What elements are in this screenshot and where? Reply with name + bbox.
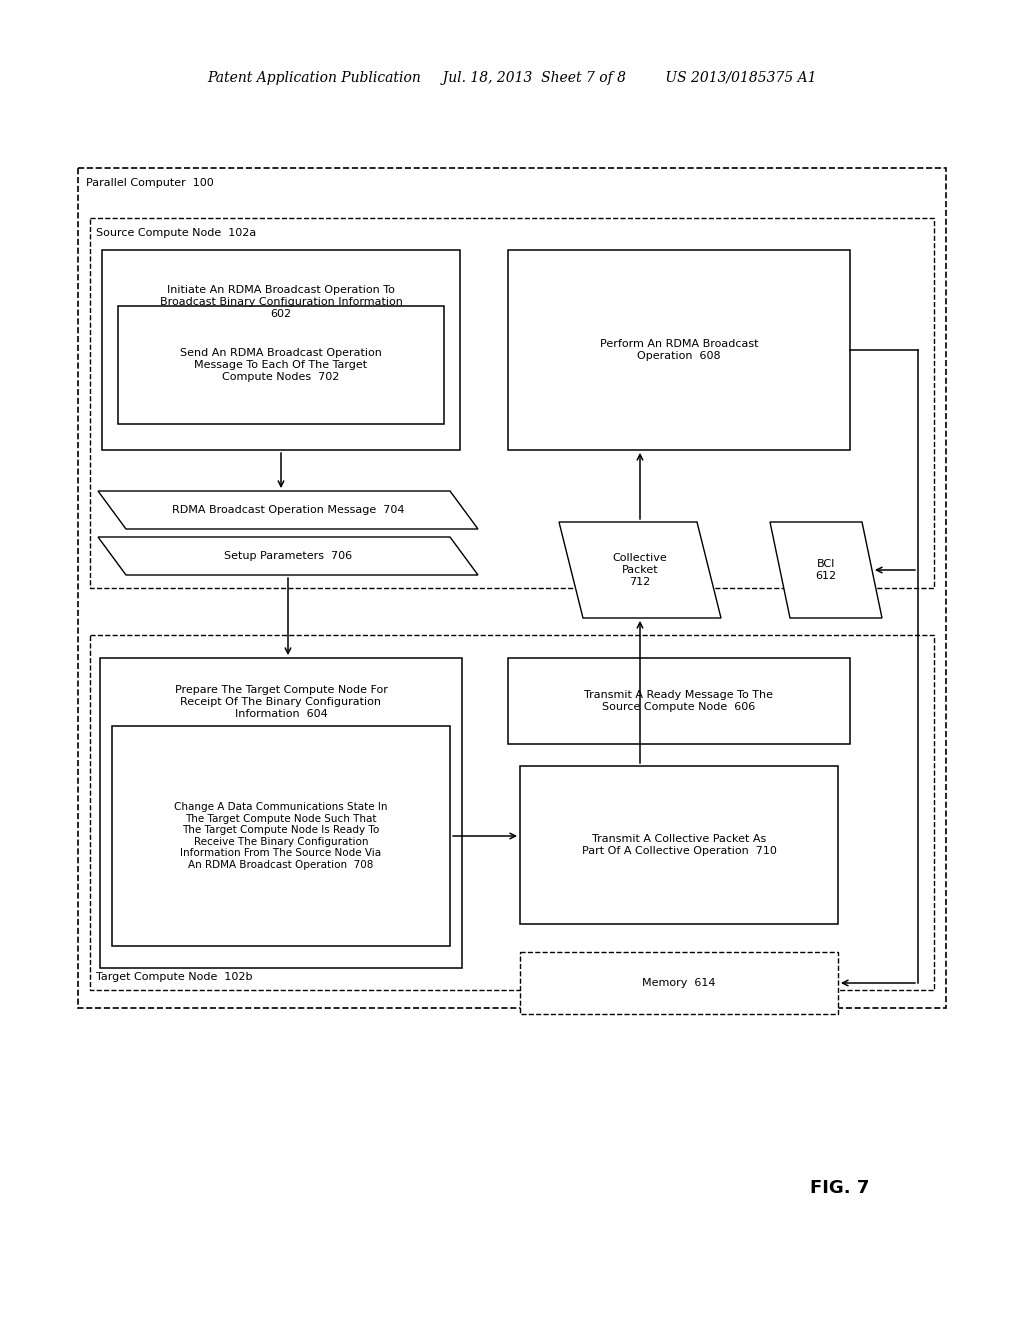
Text: Parallel Computer  100: Parallel Computer 100 [86, 178, 214, 187]
Text: Send An RDMA Broadcast Operation
Message To Each Of The Target
Compute Nodes  70: Send An RDMA Broadcast Operation Message… [180, 348, 382, 381]
Text: Collective
Packet
712: Collective Packet 712 [612, 553, 668, 586]
Bar [520, 952, 838, 1014]
Bar [520, 766, 838, 924]
Bar [100, 657, 462, 968]
Text: Change A Data Communications State In
The Target Compute Node Such That
The Targ: Change A Data Communications State In Th… [174, 803, 388, 870]
Bar [102, 249, 460, 450]
Bar [112, 726, 450, 946]
Text: Prepare The Target Compute Node For
Receipt Of The Binary Configuration
Informat: Prepare The Target Compute Node For Rece… [174, 685, 387, 718]
Text: Memory  614: Memory 614 [642, 978, 716, 987]
Text: Target Compute Node  102b: Target Compute Node 102b [96, 972, 253, 982]
Text: Source Compute Node  102a: Source Compute Node 102a [96, 228, 256, 238]
Text: FIG. 7: FIG. 7 [810, 1179, 869, 1197]
Bar [118, 306, 444, 424]
Polygon shape [559, 521, 721, 618]
Text: Patent Application Publication     Jul. 18, 2013  Sheet 7 of 8         US 2013/0: Patent Application Publication Jul. 18, … [207, 71, 817, 84]
Text: Transmit A Collective Packet As
Part Of A Collective Operation  710: Transmit A Collective Packet As Part Of … [582, 834, 776, 855]
Bar [78, 168, 946, 1008]
Text: Setup Parameters  706: Setup Parameters 706 [224, 550, 352, 561]
Polygon shape [770, 521, 882, 618]
Polygon shape [98, 537, 478, 576]
Text: RDMA Broadcast Operation Message  704: RDMA Broadcast Operation Message 704 [172, 506, 404, 515]
Text: Transmit A Ready Message To The
Source Compute Node  606: Transmit A Ready Message To The Source C… [585, 690, 773, 711]
Text: BCI
612: BCI 612 [815, 560, 837, 581]
Bar [508, 249, 850, 450]
Bar [90, 218, 934, 587]
Text: Initiate An RDMA Broadcast Operation To
Broadcast Binary Configuration Informati: Initiate An RDMA Broadcast Operation To … [160, 285, 402, 318]
Bar [508, 657, 850, 744]
Bar [90, 635, 934, 990]
Text: Perform An RDMA Broadcast
Operation  608: Perform An RDMA Broadcast Operation 608 [600, 339, 758, 360]
Polygon shape [98, 491, 478, 529]
